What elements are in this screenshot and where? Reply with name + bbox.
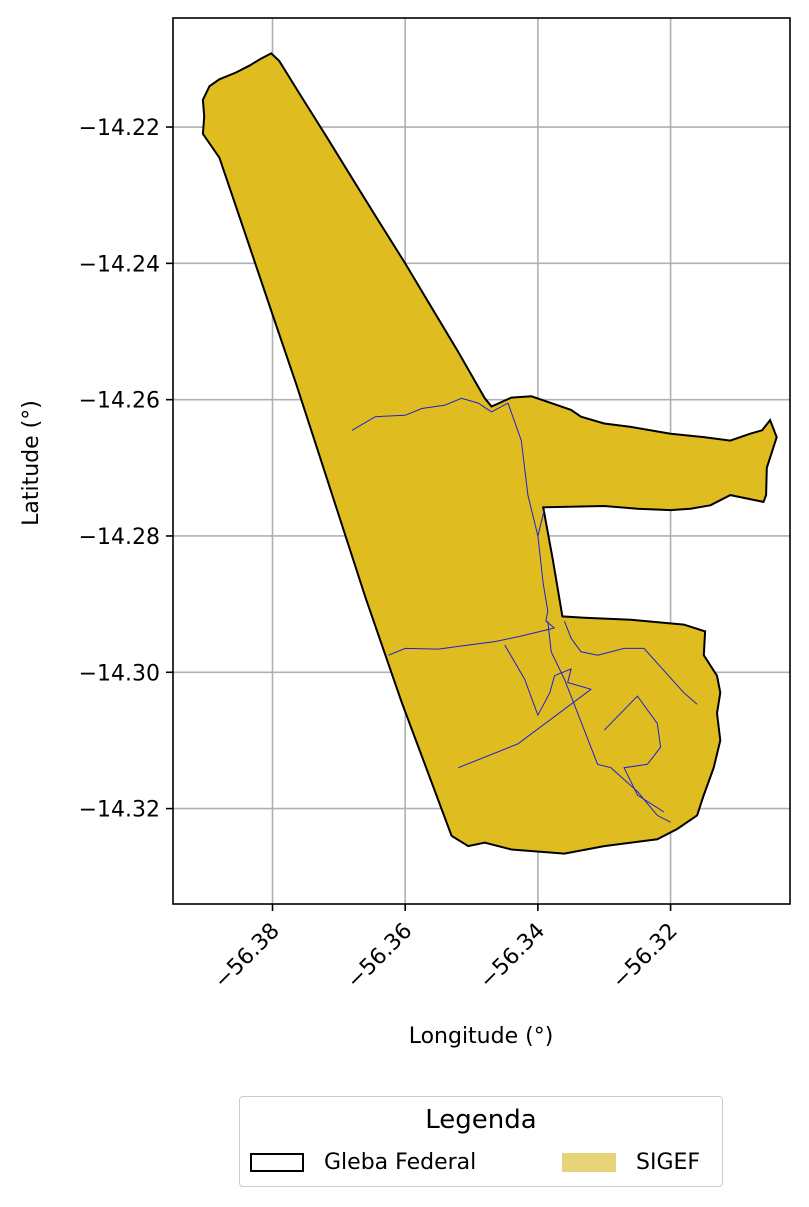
y-axis-title: Latitude (°) xyxy=(19,400,44,526)
plot-frame xyxy=(172,17,791,905)
x-tick-label: −56.34 xyxy=(475,919,550,994)
sigef-parcel-boundary xyxy=(537,508,545,537)
y-tick-label: −14.26 xyxy=(79,389,160,414)
x-axis-title: Longitude (°) xyxy=(409,1024,554,1049)
legend-entry-gleba-federal: Gleba Federal xyxy=(250,1149,476,1175)
legend: Legenda Gleba Federal SIGEF xyxy=(239,1096,723,1187)
legend-title: Legenda xyxy=(425,1105,537,1135)
y-tick-label: −14.24 xyxy=(79,252,160,277)
legend-swatch-fill xyxy=(562,1152,616,1172)
legend-swatch-outline xyxy=(250,1152,304,1172)
sigef-parcel-boundary xyxy=(458,644,593,769)
sigef-parcel-boundary xyxy=(388,627,555,656)
x-tick-label: −56.38 xyxy=(210,919,285,994)
legend-label: Gleba Federal xyxy=(324,1149,477,1175)
sigef-parcel-boundary xyxy=(547,621,671,823)
legend-entry-sigef: SIGEF xyxy=(562,1149,700,1175)
y-tick-label: −14.28 xyxy=(79,525,160,550)
y-tick-label: −14.30 xyxy=(79,661,160,686)
x-tick-label: −56.36 xyxy=(342,919,417,994)
y-tick-label: −14.32 xyxy=(79,798,160,823)
gleba-federal-polygon xyxy=(201,52,778,855)
sigef-parcel-boundary xyxy=(603,695,665,813)
x-tick-label: −56.32 xyxy=(608,919,683,994)
sigef-parcel-boundary xyxy=(351,397,509,431)
y-tick-label: −14.22 xyxy=(79,116,160,141)
sigef-parcel-boundary xyxy=(507,402,555,629)
sigef-parcel-boundary xyxy=(563,621,698,705)
map-layers xyxy=(201,52,778,855)
legend-label: SIGEF xyxy=(636,1149,701,1175)
